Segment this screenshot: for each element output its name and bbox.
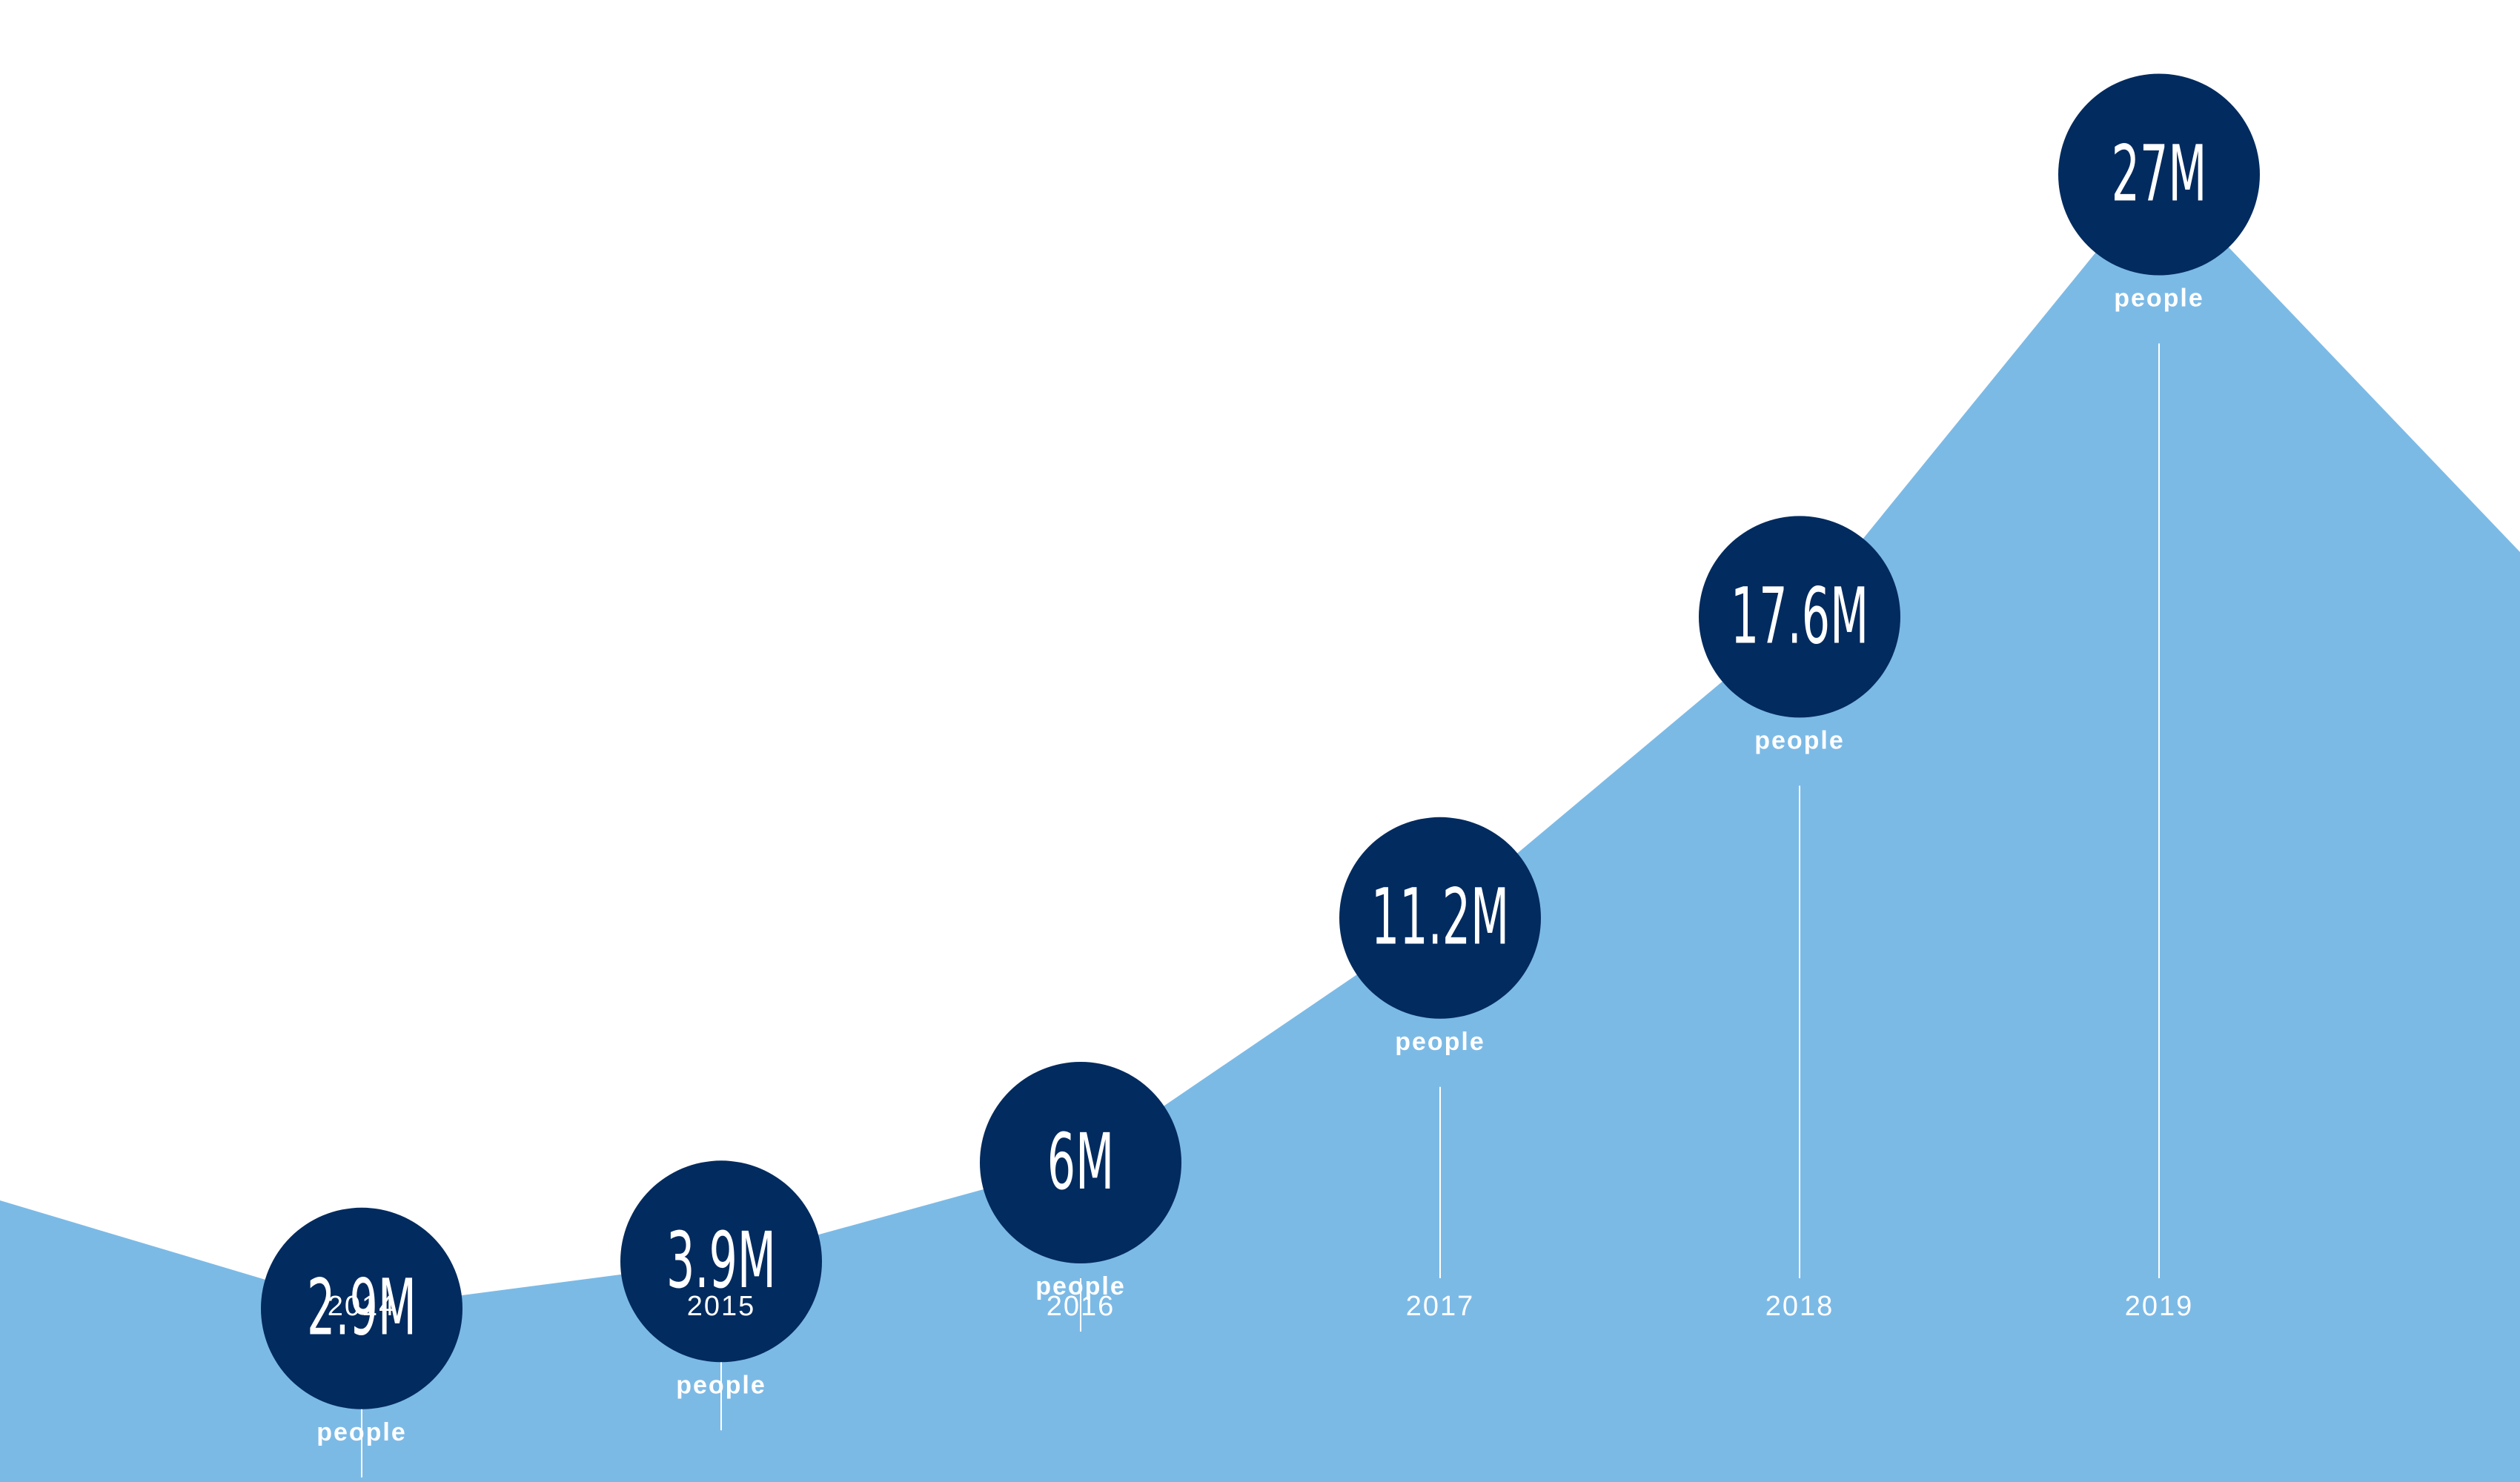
value-label: 3.9M	[666, 1217, 776, 1306]
value-label: 11.2M	[1371, 873, 1509, 963]
value-marker	[620, 1160, 822, 1363]
value-label: 27M	[2112, 130, 2207, 219]
value-label: 17.6M	[1731, 572, 1869, 662]
data-point-2014: 2.9M people 2014	[261, 1207, 462, 1478]
data-point-2015: 3.9M people 2015	[620, 1160, 822, 1431]
unit-label: people	[1395, 1028, 1485, 1056]
value-label: 2.9M	[307, 1263, 417, 1353]
unit-label: people	[1035, 1272, 1126, 1300]
value-marker	[1699, 516, 1900, 718]
unit-label: people	[2114, 285, 2204, 313]
value-marker	[2058, 73, 2260, 276]
year-tick-label: 2017	[1406, 1291, 1475, 1322]
data-marks: 2.9Mpeople20143.9Mpeople20156Mpeople2016…	[261, 73, 2260, 1478]
year-tick-label: 2018	[1765, 1291, 1834, 1322]
value-label: 6M	[1047, 1117, 1114, 1207]
year-tick-label: 2015	[687, 1291, 756, 1322]
unit-label: people	[676, 1371, 766, 1399]
data-point-2018: 17.6M people 2018	[1699, 516, 1900, 1322]
year-tick-label: 2016	[1047, 1291, 1115, 1322]
area-fill	[0, 174, 2520, 1482]
data-point-2017: 11.2M people 2017	[1339, 817, 1541, 1322]
value-marker	[1339, 817, 1541, 1019]
data-point-2019: 27M people 2019	[2058, 73, 2260, 1322]
unit-label: people	[316, 1418, 407, 1446]
value-marker	[980, 1062, 1181, 1263]
value-marker	[261, 1207, 462, 1409]
year-tick-label: 2014	[328, 1291, 397, 1322]
year-tick-label: 2019	[2125, 1291, 2194, 1322]
unit-label: people	[1754, 726, 1845, 754]
